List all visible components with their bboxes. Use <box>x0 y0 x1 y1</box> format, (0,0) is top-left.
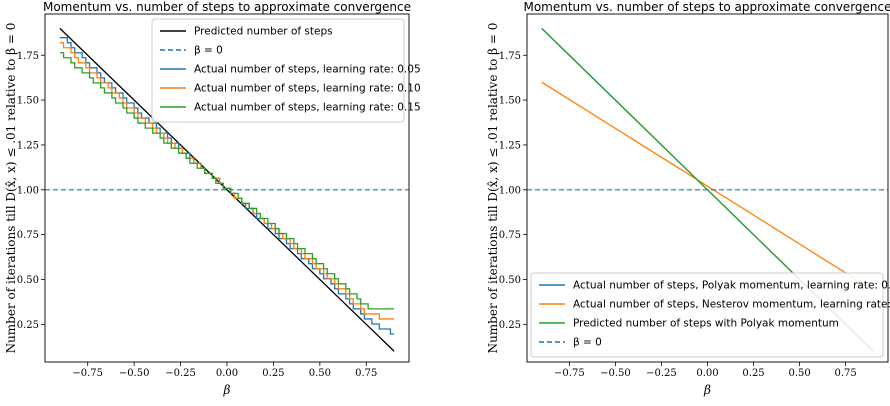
x-axis-label: β <box>703 383 711 397</box>
x-tick-label: 0.25 <box>262 368 284 379</box>
y-tick-label: 0.75 <box>499 230 521 241</box>
legend-entry-1: Predicted number of steps <box>194 26 333 38</box>
legend: Actual number of steps, Polyak momentum,… <box>530 272 890 358</box>
y-tick-label: 1.50 <box>499 96 521 107</box>
x-tick-label: −0.50 <box>119 368 150 379</box>
chart-panel-1: Momentum vs. number of steps to approxim… <box>4 0 421 397</box>
y-tick-label: 1.50 <box>17 96 39 107</box>
x-tick-label: 0.00 <box>696 368 718 379</box>
legend-entry-2: β = 0 <box>194 45 223 57</box>
legend-entry-4: Actual number of steps, learning rate: 0… <box>194 83 421 95</box>
legend-box <box>151 18 405 123</box>
y-tick-label: 0.50 <box>499 275 521 286</box>
plot-area <box>45 27 409 352</box>
x-tick-label: 0.00 <box>216 368 238 379</box>
y-tick-label: 1.25 <box>17 140 39 151</box>
legend-entry-3: Predicted number of steps with Polyak mo… <box>573 318 839 330</box>
legend-entry-2: Actual number of steps, Nesterov momentu… <box>573 299 890 311</box>
y-tick-label: 1.75 <box>17 51 39 62</box>
legend-entry-5: Actual number of steps, learning rate: 0… <box>194 102 421 114</box>
x-tick-label: −0.50 <box>600 368 631 379</box>
chart-title: Momentum vs. number of steps to approxim… <box>523 0 890 14</box>
y-tick-label: 1.00 <box>499 185 521 196</box>
legend: Predicted number of steps β = 0 Actual num… <box>151 18 421 123</box>
x-tick-label: 0.75 <box>355 368 377 379</box>
y-tick-label: 0.50 <box>17 275 39 286</box>
y-tick-label: 1.75 <box>499 51 521 62</box>
series-line-4 <box>59 42 395 320</box>
y-tick-label: 1.25 <box>499 140 521 151</box>
y-tick-label: 0.75 <box>17 230 39 241</box>
y-tick-label: 0.25 <box>17 320 39 331</box>
x-tick-label: 0.50 <box>788 368 810 379</box>
y-tick-label: 0.25 <box>499 320 521 331</box>
chart-panel-2: Momentum vs. number of steps to approxim… <box>486 0 890 397</box>
x-tick-label: 0.25 <box>742 368 764 379</box>
x-tick-label: −0.75 <box>554 368 585 379</box>
y-axis-label: Number of iterations till D(x̂, x) ≤ .01… <box>4 23 18 354</box>
chart-title: Momentum vs. number of steps to approxim… <box>43 0 411 14</box>
x-tick-label: −0.75 <box>72 368 103 379</box>
legend-entry-4: β = 0 <box>573 337 602 349</box>
series-line-5 <box>59 52 395 310</box>
x-tick-label: −0.25 <box>165 368 196 379</box>
legend-entry-3: Actual number of steps, learning rate: 0… <box>194 64 421 76</box>
x-axis-label: β <box>223 383 231 397</box>
y-axis-label: Number of iterations till D(x̂, x) ≤ .01… <box>486 23 500 354</box>
y-tick-label: 1.00 <box>17 185 39 196</box>
x-tick-label: 0.50 <box>309 368 331 379</box>
legend-entry-1: Actual number of steps, Polyak momentum,… <box>573 280 890 292</box>
series-line-1 <box>59 27 395 352</box>
series-line-2 <box>541 81 874 291</box>
legend-box <box>530 272 884 358</box>
x-tick-label: 0.75 <box>835 368 857 379</box>
x-tick-label: −0.25 <box>646 368 677 379</box>
